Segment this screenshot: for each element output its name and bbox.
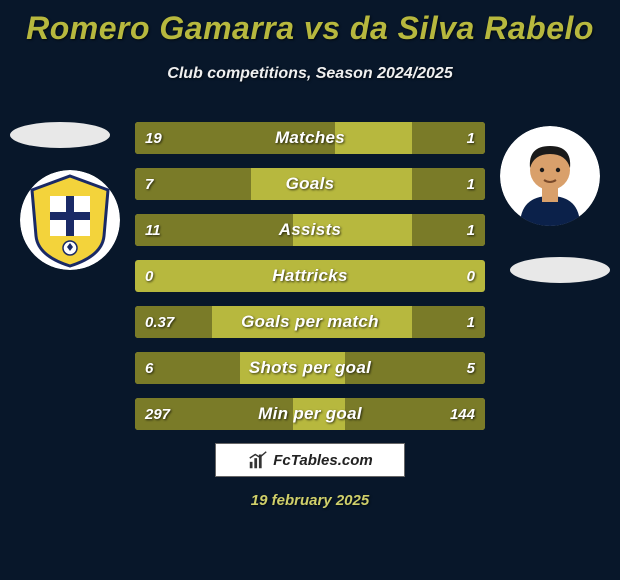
stat-row: Goals per match0.37 1: [135, 306, 485, 338]
stat-value-right: 1: [467, 122, 475, 154]
stat-bars: Matches191Goals71Assists111Hattricks00Go…: [135, 122, 485, 444]
player-photo-icon: [500, 126, 600, 226]
right-player-avatar: [500, 126, 600, 226]
stat-label: Goals: [135, 168, 485, 200]
stat-row: Assists111: [135, 214, 485, 246]
stat-value-right: 5: [467, 352, 475, 384]
stat-row: Shots per goal6 5: [135, 352, 485, 384]
subtitle: Club competitions, Season 2024/2025: [0, 65, 620, 83]
left-player-avatar: [20, 170, 120, 270]
comparison-card: Romero Gamarra vs da Silva Rabelo Club c…: [0, 0, 620, 580]
avatar-shadow-right: [510, 257, 610, 283]
stat-value-right: 0: [467, 260, 475, 292]
club-badge-icon: [20, 170, 120, 270]
stat-label: Hattricks: [135, 260, 485, 292]
stat-label: Goals per match: [135, 306, 485, 338]
stat-label: Min per goal: [135, 398, 485, 430]
page-title: Romero Gamarra vs da Silva Rabelo: [0, 0, 620, 47]
stat-label: Assists: [135, 214, 485, 246]
stat-row: Goals7 1: [135, 168, 485, 200]
stat-value-left: 297: [145, 398, 170, 430]
stat-label: Shots per goal: [135, 352, 485, 384]
stat-row: Hattricks0 0: [135, 260, 485, 292]
stat-row: Min per goal297 144: [135, 398, 485, 430]
stat-label: Matches: [135, 122, 485, 154]
stat-value-left: 0: [145, 260, 153, 292]
stat-value-left: 0.37: [145, 306, 174, 338]
stat-value-right: 144: [450, 398, 475, 430]
brand-text: FcTables.com: [273, 452, 372, 469]
brand-box: FcTables.com: [215, 443, 405, 477]
stat-value-left: 19: [145, 122, 162, 154]
stat-value-left: 7: [145, 168, 153, 200]
avatar-shadow-left: [10, 122, 110, 148]
date-line: 19 february 2025: [0, 492, 620, 509]
chart-icon: [247, 449, 269, 471]
stat-value-left: 11: [145, 214, 161, 246]
stat-value-right: 1: [467, 306, 475, 338]
stat-value-right: 1: [467, 168, 475, 200]
stat-row: Matches19 1: [135, 122, 485, 154]
stat-value-left: 6: [145, 352, 153, 384]
stat-value-right: 1: [467, 214, 475, 246]
